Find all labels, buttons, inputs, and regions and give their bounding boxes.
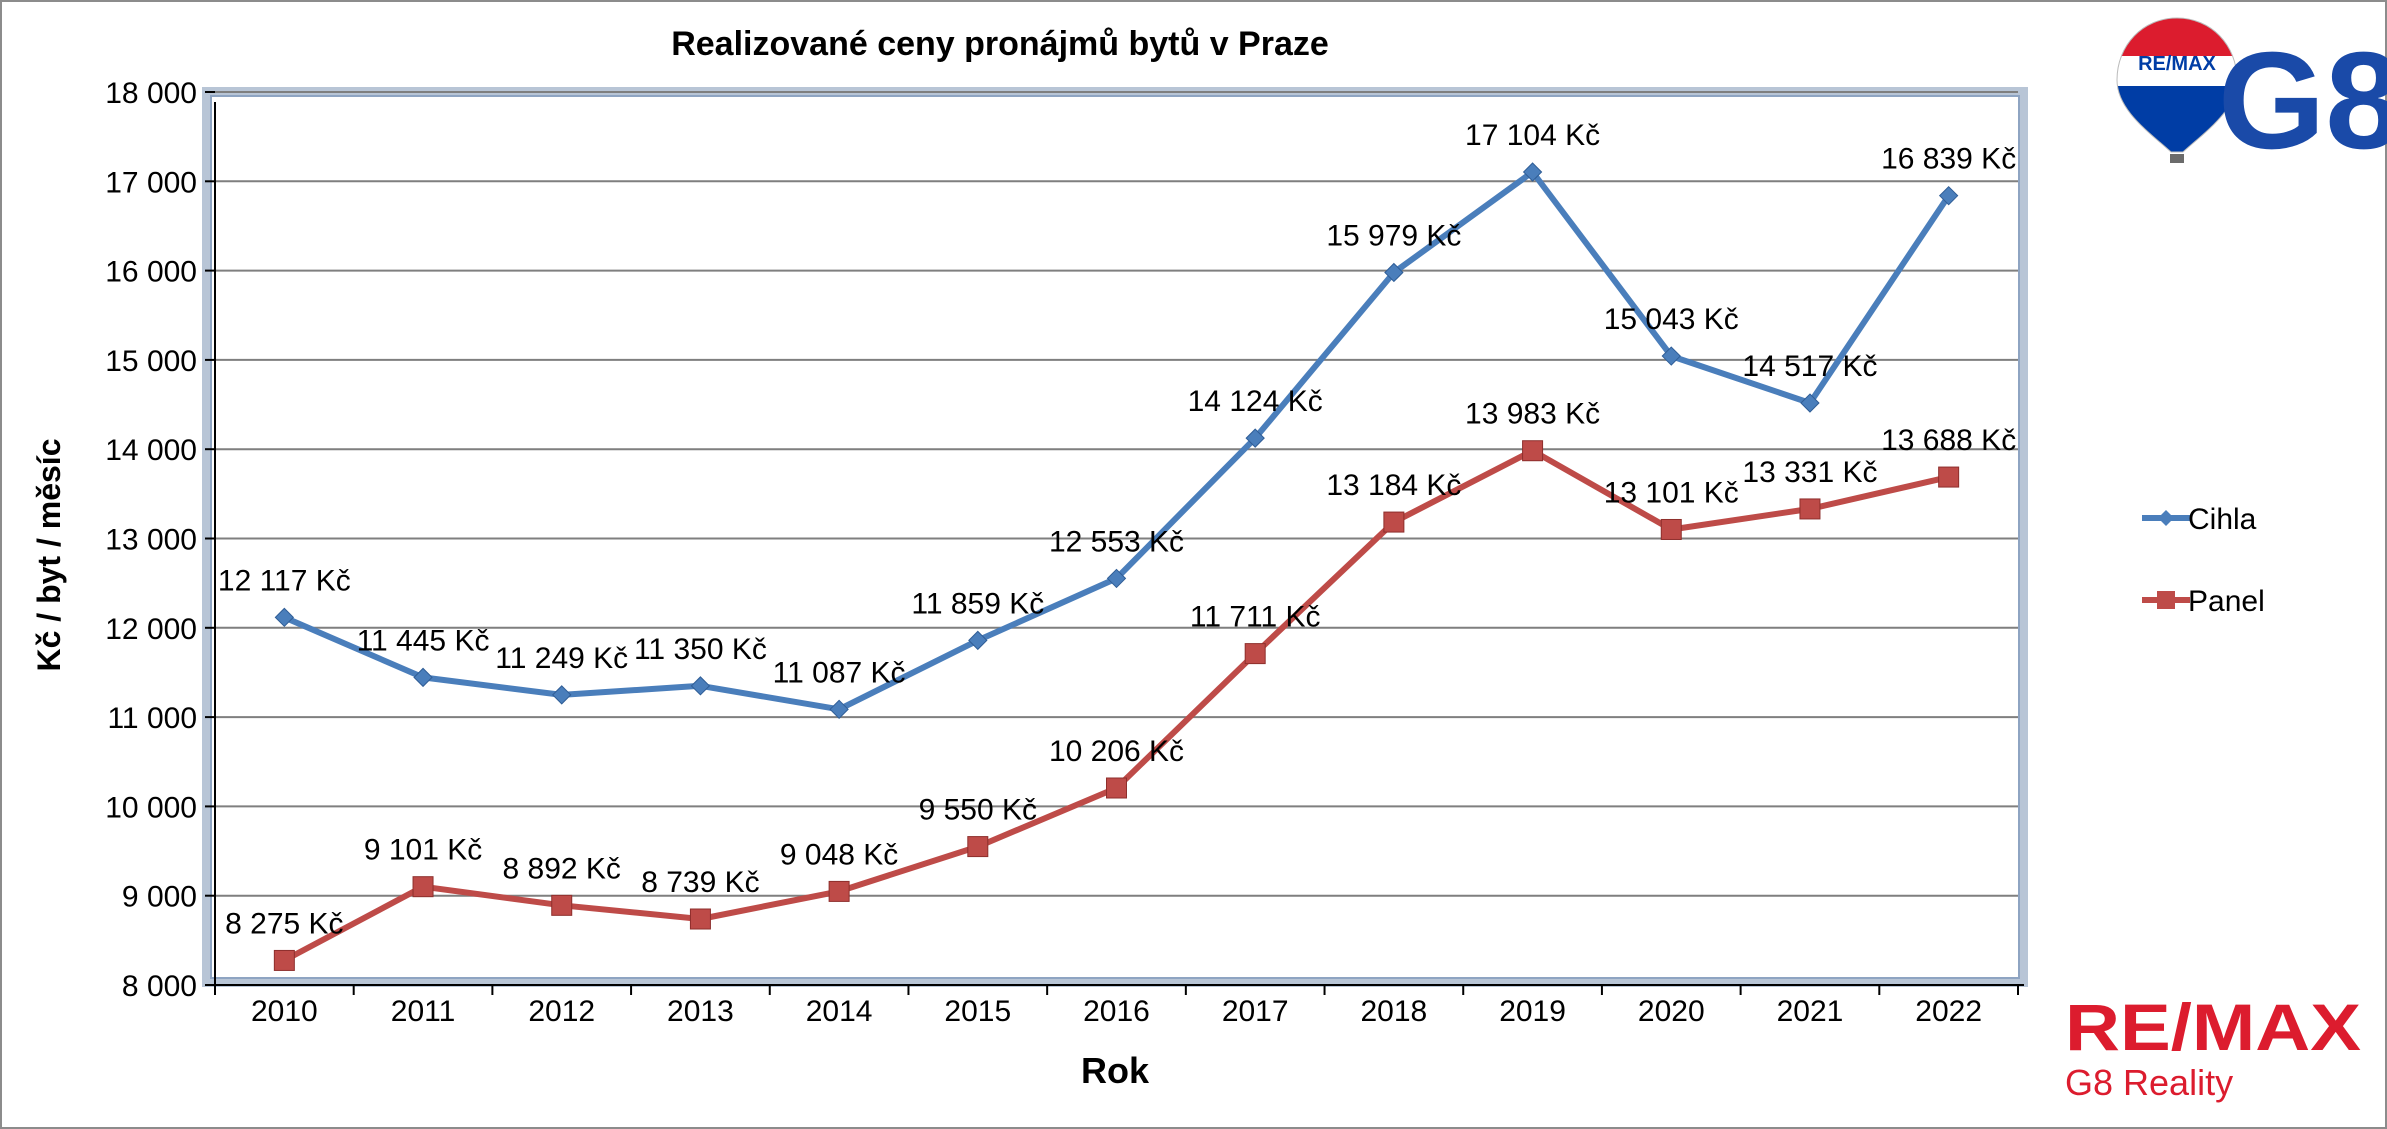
- g8-logo-text: G8: [2218, 24, 2387, 178]
- data-label-panel: 8 275 Kč: [225, 907, 343, 940]
- data-point-panel: [689, 908, 711, 930]
- data-label-panel: 13 101 Kč: [1604, 476, 1739, 509]
- data-label-panel: 8 739 Kč: [641, 866, 759, 899]
- balloon-text: RE/MAX: [2138, 53, 2216, 75]
- data-point-cihla: [1106, 568, 1127, 589]
- data-label-panel: 13 688 Kč: [1881, 424, 2016, 457]
- data-point-panel: [828, 880, 850, 902]
- y-tick-label: 18 000: [105, 77, 197, 110]
- data-point-panel: [551, 894, 573, 916]
- data-label-panel: 10 206 Kč: [1049, 735, 1184, 768]
- data-point-panel: [1938, 466, 1960, 488]
- data-label-panel: 8 892 Kč: [503, 852, 621, 885]
- y-axis-ticks: 8 000 9 000 10 000 11 000 12 000 13 000 14 000…: [105, 77, 215, 1003]
- data-point-panel: [1383, 511, 1405, 533]
- data-point-cihla: [1800, 393, 1820, 413]
- data-label-panel: 9 550 Kč: [919, 794, 1037, 827]
- data-label-cihla: 11 249 Kč: [495, 642, 628, 675]
- data-point-cihla: [274, 607, 295, 628]
- y-tick-label: 11 000: [107, 702, 197, 735]
- x-tick-label: 2016: [1083, 995, 1150, 1028]
- data-label-panel: 13 983 Kč: [1465, 398, 1600, 431]
- data-label-panel: 9 101 Kč: [364, 834, 482, 867]
- legend-label-panel: Panel: [2188, 585, 2265, 618]
- x-axis-ticks: 2010 2011 2012 2013 2014 2015 2016 2017 2018 2019…: [214, 985, 2019, 1028]
- data-label-cihla: 11 859 Kč: [911, 587, 1044, 620]
- legend-marker-cihla: [2158, 510, 2174, 526]
- plot-area: [210, 95, 2020, 979]
- data-point-cihla: [1522, 162, 1543, 182]
- data-point-cihla: [1384, 262, 1404, 283]
- series-cihla: [274, 162, 1959, 720]
- legend: Cihla Panel: [2142, 503, 2265, 618]
- x-tick-label: 2017: [1222, 995, 1289, 1028]
- data-point-panel: [1799, 498, 1821, 520]
- data-point-cihla: [1661, 346, 1681, 366]
- x-tick-label: 2018: [1361, 995, 1428, 1028]
- x-tick-label: 2015: [944, 995, 1011, 1028]
- data-label-cihla: 12 553 Kč: [1049, 525, 1184, 558]
- data-point-panel: [1106, 777, 1127, 799]
- series-layer: [273, 162, 1960, 971]
- x-tick-label: 2022: [1915, 995, 1982, 1028]
- data-point-panel: [1522, 440, 1544, 462]
- data-point-panel: [1660, 518, 1682, 540]
- data-point-cihla: [1938, 185, 1959, 206]
- data-label-cihla: 14 124 Kč: [1188, 385, 1323, 418]
- legend-marker-panel: [2157, 591, 2175, 609]
- g8-reality-text: G8 Reality: [2065, 1062, 2233, 1103]
- data-label-cihla: 16 839 Kč: [1881, 143, 2016, 176]
- data-point-cihla: [552, 685, 572, 705]
- y-tick-label: 8 000: [122, 970, 197, 1003]
- legend-label-cihla: Cihla: [2188, 503, 2257, 536]
- y-tick-label: 12 000: [105, 613, 197, 646]
- data-label-panel: 11 711 Kč: [1190, 601, 1321, 634]
- chart-title: Realizované ceny pronájmů bytů v Praze: [671, 25, 1329, 63]
- data-label-cihla: 15 043 Kč: [1604, 303, 1739, 336]
- y-tick-label: 10 000: [105, 791, 197, 824]
- data-label-cihla: 11 445 Kč: [357, 624, 490, 657]
- data-point-cihla: [690, 676, 711, 696]
- data-label-cihla: 12 117 Kč: [218, 564, 351, 597]
- x-tick-label: 2014: [806, 995, 873, 1028]
- y-tick-label: 17 000: [105, 166, 197, 199]
- y-axis-label: Kč / byt / měsíc: [31, 439, 67, 672]
- remax-wordmark: RE/MAX: [2065, 990, 2361, 1064]
- axes: [205, 102, 2024, 986]
- data-label-cihla: 11 087 Kč: [773, 656, 906, 689]
- data-point-cihla: [1245, 428, 1265, 448]
- data-point-panel: [967, 836, 989, 858]
- data-label-panel: 9 048 Kč: [780, 838, 898, 871]
- data-label-panel: 13 331 Kč: [1742, 456, 1877, 489]
- x-tick-label: 2011: [391, 995, 456, 1028]
- gridlines: [215, 91, 2018, 897]
- y-tick-label: 14 000: [105, 434, 197, 467]
- x-tick-label: 2021: [1777, 995, 1844, 1028]
- x-axis-label: Rok: [1081, 1050, 1150, 1091]
- y-tick-label: 9 000: [122, 881, 197, 914]
- data-label-panel: 13 184 Kč: [1326, 469, 1461, 502]
- data-point-panel: [1244, 643, 1266, 665]
- data-label-cihla: 11 350 Kč: [634, 633, 767, 666]
- y-tick-label: 15 000: [105, 345, 197, 378]
- x-tick-label: 2012: [528, 995, 595, 1028]
- data-point-panel: [273, 949, 295, 971]
- data-label-cihla: 14 517 Kč: [1742, 350, 1877, 383]
- series-panel: [273, 440, 1960, 971]
- x-tick-label: 2010: [251, 995, 318, 1028]
- y-tick-label: 16 000: [105, 256, 197, 289]
- data-point-cihla: [829, 699, 849, 720]
- y-tick-label: 13 000: [105, 524, 197, 557]
- data-point-cihla: [413, 667, 433, 688]
- data-label-cihla: 17 104 Kč: [1465, 119, 1600, 152]
- data-label-cihla: 15 979 Kč: [1326, 219, 1461, 252]
- x-tick-label: 2020: [1638, 995, 1705, 1028]
- data-point-cihla: [968, 630, 988, 651]
- data-point-panel: [412, 876, 434, 898]
- x-tick-label: 2013: [667, 995, 734, 1028]
- x-tick-label: 2019: [1499, 995, 1566, 1028]
